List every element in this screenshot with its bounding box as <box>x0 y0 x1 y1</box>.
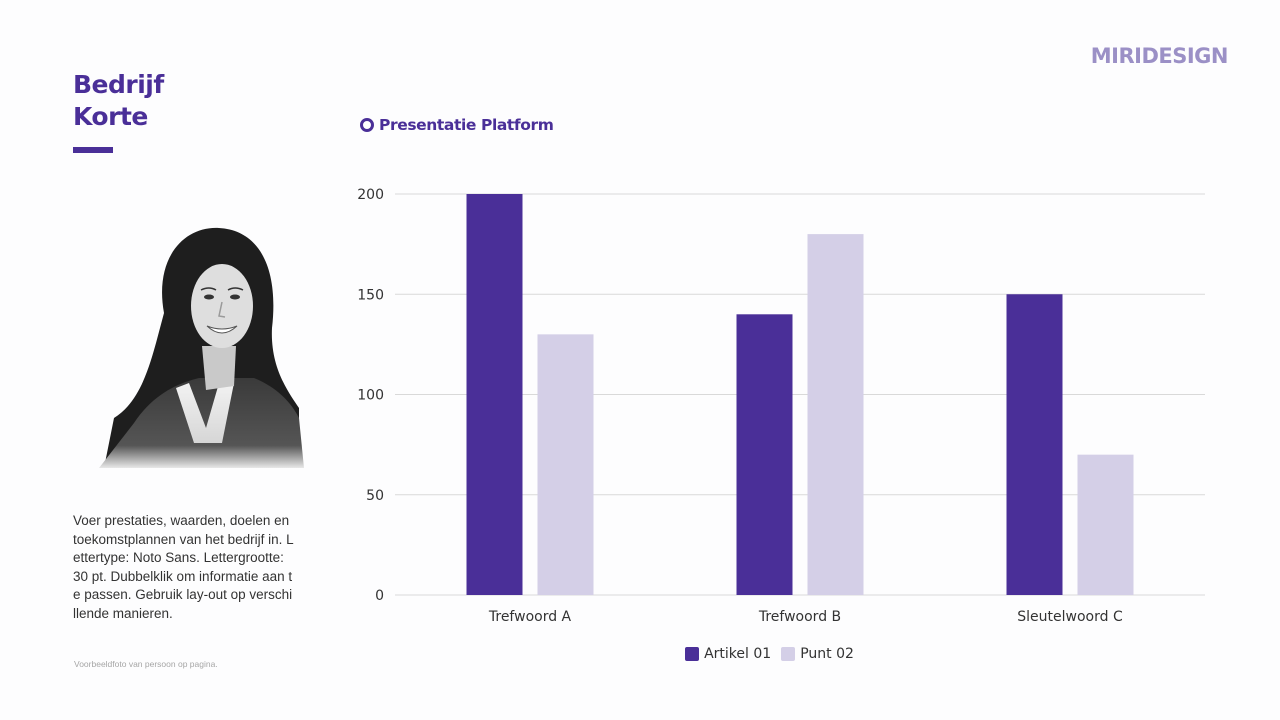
x-tick-label-sleutelwoord-c: Sleutelwoord C <box>1017 609 1123 625</box>
y-tick-label-50: 50 <box>366 488 384 504</box>
legend-item-1: Artikel 01 <box>685 646 771 662</box>
title-underline <box>73 147 113 153</box>
legend-swatch-2 <box>781 647 796 661</box>
company-description: Voer prestaties, waarden, doelen en toek… <box>73 513 294 621</box>
bar-trefwoord-a-series-2 <box>537 334 594 595</box>
bar-sleutelwoord-c-series-1 <box>1006 294 1063 595</box>
chart-heading: Presentatie Platform <box>360 116 554 134</box>
chart-heading-label: Presentatie Platform <box>379 116 554 134</box>
page-title-line-2: Korte <box>73 102 148 131</box>
ring-bullet-icon <box>360 118 374 132</box>
bar-sleutelwoord-c-series-2 <box>1077 454 1134 595</box>
y-tick-label-100: 100 <box>357 388 384 404</box>
y-tick-label-200: 200 <box>357 187 384 203</box>
bar-trefwoord-b-series-1 <box>736 314 793 595</box>
x-tick-label-trefwoord-b: Trefwoord B <box>758 609 841 625</box>
brand-logo: MIRIDESIGN <box>1090 44 1229 68</box>
bar-trefwoord-a-series-1 <box>466 194 523 595</box>
page-title: Bedrijf Korte <box>73 69 164 133</box>
legend-swatch-1 <box>685 647 700 661</box>
legend-label-2: Punt 02 <box>800 646 854 662</box>
y-tick-label-0: 0 <box>375 588 384 604</box>
page-title-line-1: Bedrijf <box>73 70 164 99</box>
bar-trefwoord-b-series-2 <box>807 234 864 595</box>
legend-item-2: Punt 02 <box>781 646 854 662</box>
y-tick-label-150: 150 <box>357 287 384 303</box>
x-tick-label-trefwoord-a: Trefwoord A <box>488 609 572 625</box>
person-photo <box>99 227 304 468</box>
chart-legend: Artikel 01 Punt 02 <box>0 646 1280 662</box>
legend-label-1: Artikel 01 <box>704 646 772 662</box>
photo-caption: Voorbeeldfoto van persoon op pagina. <box>74 659 218 669</box>
bar-chart: 0 50 100 150 200 Trefwoord A Trefwoord B Sleute… <box>357 187 1205 625</box>
